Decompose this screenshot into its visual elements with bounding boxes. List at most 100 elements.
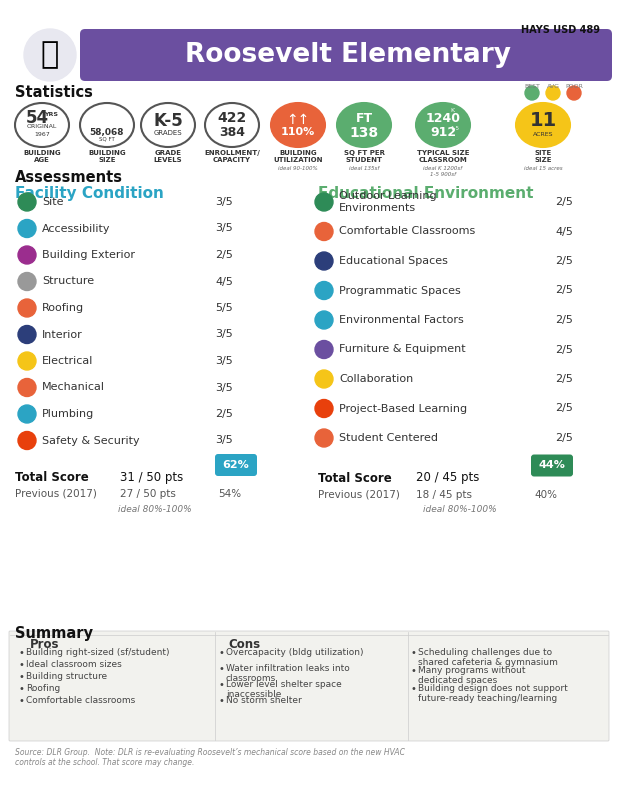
- Circle shape: [315, 311, 333, 329]
- Text: 4/5: 4/5: [555, 226, 573, 237]
- Text: Comfortable Classrooms: Comfortable Classrooms: [339, 226, 475, 237]
- Circle shape: [18, 219, 36, 238]
- Text: 110%: 110%: [281, 127, 315, 137]
- Circle shape: [315, 193, 333, 211]
- Text: 31 / 50 pts: 31 / 50 pts: [120, 471, 184, 484]
- Text: Building design does not support
future-ready teaching/learning: Building design does not support future-…: [418, 684, 568, 703]
- Text: Roofing: Roofing: [42, 303, 84, 313]
- Circle shape: [315, 399, 333, 418]
- FancyBboxPatch shape: [215, 454, 257, 476]
- Circle shape: [315, 370, 333, 388]
- Text: 44%: 44%: [538, 461, 565, 470]
- Ellipse shape: [141, 103, 195, 147]
- Text: Project-Based Learning: Project-Based Learning: [339, 403, 467, 414]
- Text: 3/5: 3/5: [215, 330, 233, 339]
- Text: Furniture & Equipment: Furniture & Equipment: [339, 345, 465, 354]
- Ellipse shape: [205, 103, 259, 147]
- Circle shape: [315, 252, 333, 270]
- Text: 2/5: 2/5: [215, 250, 233, 260]
- Text: 20 / 45 pts: 20 / 45 pts: [416, 471, 480, 485]
- Text: 2/5: 2/5: [555, 433, 573, 443]
- Ellipse shape: [15, 103, 69, 147]
- Circle shape: [18, 299, 36, 317]
- Circle shape: [18, 431, 36, 450]
- Text: •: •: [410, 684, 416, 694]
- Text: Roofing: Roofing: [26, 684, 60, 693]
- Text: •: •: [18, 672, 24, 682]
- Text: BUILDING: BUILDING: [23, 150, 61, 156]
- Text: Previous (2017): Previous (2017): [15, 489, 97, 499]
- Text: 422: 422: [218, 111, 247, 125]
- Text: STUDENT: STUDENT: [345, 157, 383, 163]
- Text: 2/5: 2/5: [555, 403, 573, 414]
- Text: ideal 80%-100%: ideal 80%-100%: [118, 505, 192, 514]
- Text: 3/5: 3/5: [215, 356, 233, 366]
- FancyBboxPatch shape: [9, 631, 609, 741]
- Text: Student Centered: Student Centered: [339, 433, 438, 443]
- FancyBboxPatch shape: [531, 454, 573, 477]
- Text: 2/5: 2/5: [555, 197, 573, 207]
- Text: ORIGINAL: ORIGINAL: [27, 125, 57, 130]
- Text: 5/5: 5/5: [215, 303, 233, 313]
- Text: SITE: SITE: [535, 150, 552, 156]
- Text: K-5: K-5: [153, 112, 183, 130]
- FancyBboxPatch shape: [80, 29, 612, 81]
- Text: Water infiltration leaks into
classrooms: Water infiltration leaks into classrooms: [226, 664, 350, 683]
- Text: UTILIZATION: UTILIZATION: [273, 157, 323, 163]
- Text: ideal 135sf: ideal 135sf: [349, 166, 379, 171]
- Text: Building Exterior: Building Exterior: [42, 250, 135, 260]
- Text: Assessments: Assessments: [15, 170, 123, 185]
- Text: 18 / 45 pts: 18 / 45 pts: [416, 490, 472, 499]
- Text: BUILDING: BUILDING: [279, 150, 317, 156]
- Text: 40%: 40%: [534, 490, 557, 499]
- Text: Educational Environment: Educational Environment: [318, 186, 533, 201]
- Text: SQ FT PER: SQ FT PER: [344, 150, 384, 156]
- Text: 4/5: 4/5: [215, 277, 233, 286]
- Text: Outdoor Learning
Environments: Outdoor Learning Environments: [339, 191, 437, 213]
- Text: Educational Spaces: Educational Spaces: [339, 256, 448, 266]
- Text: GRADE: GRADE: [154, 150, 182, 156]
- Text: 2/5: 2/5: [555, 315, 573, 325]
- Ellipse shape: [80, 103, 134, 147]
- Text: Facility Condition: Facility Condition: [15, 186, 164, 201]
- Text: •: •: [18, 660, 24, 670]
- Text: Mechanical: Mechanical: [42, 382, 105, 393]
- Text: •: •: [18, 696, 24, 706]
- Text: 2/5: 2/5: [555, 374, 573, 384]
- Text: 2/5: 2/5: [215, 409, 233, 419]
- Text: 3/5: 3/5: [215, 223, 233, 234]
- Text: TYPICAL SIZE: TYPICAL SIZE: [417, 150, 469, 156]
- Circle shape: [18, 352, 36, 370]
- Text: Pros: Pros: [30, 638, 59, 651]
- Ellipse shape: [416, 103, 470, 147]
- Text: 138: 138: [349, 126, 379, 140]
- Text: •: •: [218, 648, 224, 658]
- Text: 58,068: 58,068: [90, 129, 124, 138]
- Text: Site: Site: [42, 197, 64, 207]
- Text: •: •: [18, 684, 24, 694]
- Text: Interior: Interior: [42, 330, 83, 339]
- Text: 2/5: 2/5: [555, 345, 573, 354]
- Text: •: •: [410, 648, 416, 658]
- Circle shape: [18, 378, 36, 397]
- Text: Previous (2017): Previous (2017): [318, 490, 400, 499]
- Circle shape: [18, 326, 36, 343]
- Circle shape: [24, 29, 76, 81]
- Ellipse shape: [337, 103, 391, 147]
- Text: •: •: [18, 648, 24, 658]
- Text: 3/5: 3/5: [215, 435, 233, 446]
- Circle shape: [567, 86, 581, 100]
- Text: CAPACITY: CAPACITY: [213, 157, 251, 163]
- Circle shape: [18, 273, 36, 290]
- Text: ACRES: ACRES: [533, 133, 553, 138]
- Text: 2/5: 2/5: [555, 256, 573, 266]
- Text: ideal 90-100%: ideal 90-100%: [278, 166, 318, 171]
- Circle shape: [546, 86, 560, 100]
- Text: Many programs without
dedicated spaces: Many programs without dedicated spaces: [418, 666, 525, 686]
- Text: HAYS USD 489: HAYS USD 489: [521, 25, 600, 35]
- Text: YRS: YRS: [44, 113, 58, 118]
- Text: Source: DLR Group.  Note: DLR is re-evaluating Roosevelt’s mechanical score base: Source: DLR Group. Note: DLR is re-evalu…: [15, 748, 405, 767]
- Text: •: •: [218, 696, 224, 706]
- Circle shape: [315, 341, 333, 358]
- Text: 🐦: 🐦: [41, 41, 59, 70]
